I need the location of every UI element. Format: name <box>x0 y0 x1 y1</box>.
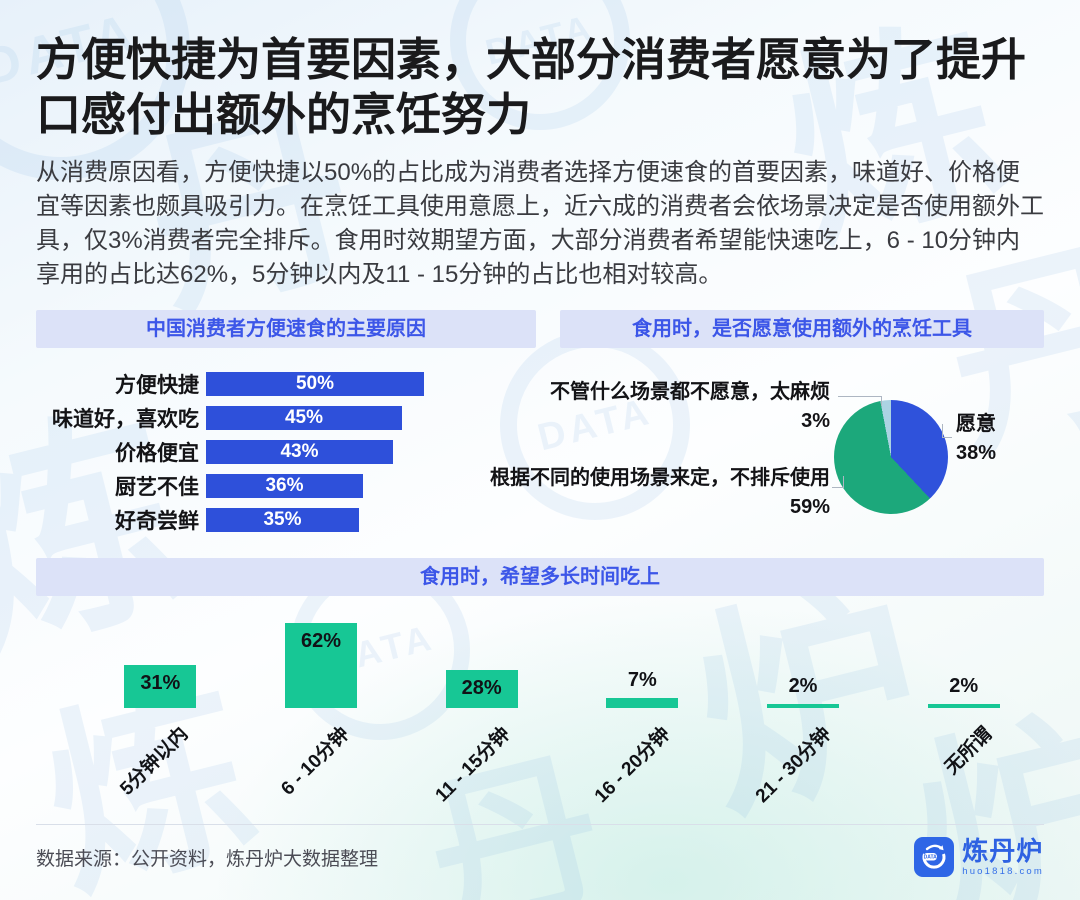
time-axis-label: 11 - 15分钟 <box>431 723 515 807</box>
reason-label: 方便快捷 <box>115 374 199 397</box>
pie-label-willing-text: 愿意 <box>956 413 996 435</box>
time-value: 2% <box>788 675 818 697</box>
time-axis-label: 6 - 10分钟 <box>277 723 354 800</box>
pie-graphic <box>834 400 948 514</box>
tools-chart-title: 食用时，是否愿意使用额外的烹饪工具 <box>560 310 1044 348</box>
reason-row: 方便快捷 50% <box>36 372 536 397</box>
pie-label-unwilling-text: 不管什么场景都不愿意，太麻烦 <box>550 381 830 403</box>
time-col: 7% 16 - 20分钟 <box>562 596 723 824</box>
reasons-bar-chart: 方便快捷 50% 味道好，喜欢吃 45% 价格便宜 43% 厨艺不佳 36% 好奇尝鲜 35% <box>36 372 536 533</box>
reason-label: 好奇尝鲜 <box>115 510 199 533</box>
brand-url: huo1818.com <box>962 865 1044 877</box>
callout-line-depends <box>832 476 844 488</box>
reason-value: 45% <box>284 407 324 428</box>
pie-label-unwilling: 不管什么场景都不愿意，太麻烦 3% <box>550 378 830 436</box>
charts-row: 中国消费者方便速食的主要原因 方便快捷 50% 味道好，喜欢吃 45% 价格便宜 43% 厨… <box>36 310 1044 556</box>
time-bar <box>445 670 518 708</box>
reason-row: 好奇尝鲜 35% <box>36 508 536 533</box>
time-bar <box>606 698 679 708</box>
callout-line-unwilling <box>838 396 882 406</box>
reason-bar: 45% <box>206 406 402 430</box>
reason-value: 35% <box>263 509 302 530</box>
time-col: 31% 5分钟以内 <box>80 596 241 824</box>
time-axis-label: 16 - 20分钟 <box>591 723 675 808</box>
reason-value: 36% <box>265 475 304 496</box>
intro-paragraph: 从消费原因看，方便快捷以50%的占比成为消费者选择方便速食的首要因素，味道好、价… <box>36 159 1044 288</box>
pie-label-depends: 根据不同的使用场景来定，不排斥使用 59% <box>490 464 830 522</box>
data-source-text: 数据来源：公开资料，炼丹炉大数据整理 <box>36 848 379 870</box>
reason-label: 味道好，喜欢吃 <box>52 408 199 431</box>
reason-row: 价格便宜 43% <box>36 440 536 465</box>
reason-row: 厨艺不佳 36% <box>36 474 536 499</box>
page-title: 方便快捷为首要因素，大部分消费者愿意为了提升口感付出额外的烹饪努力 <box>36 34 1027 140</box>
reason-bar: 36% <box>206 474 363 498</box>
time-bar <box>285 623 357 708</box>
reason-value: 50% <box>295 373 335 394</box>
reason-value: 43% <box>280 441 319 462</box>
tools-chart-section: 食用时，是否愿意使用额外的烹饪工具 不管什么场景都不愿意，太麻烦 3% 根据不同… <box>490 310 1044 556</box>
time-bar <box>927 704 1000 708</box>
pie-label-willing: 愿意 38% <box>956 410 996 468</box>
reason-label: 价格便宜 <box>115 442 199 465</box>
reason-bar: 43% <box>206 440 393 464</box>
liandanlu-logo-icon: DATA <box>914 837 955 877</box>
time-value: 62% <box>300 630 342 652</box>
reasons-chart-title: 中国消费者方便速食的主要原因 <box>36 310 536 348</box>
time-value: 7% <box>627 669 657 691</box>
time-axis-label: 无所谓 <box>940 723 997 779</box>
time-bar <box>767 704 840 708</box>
footer-divider <box>36 824 1044 825</box>
reason-bar: 35% <box>206 508 359 532</box>
time-value: 31% <box>140 672 181 694</box>
time-axis-label: 5分钟以内 <box>116 723 193 800</box>
callout-line-willing <box>942 424 952 438</box>
tools-pie-chart: 不管什么场景都不愿意，太麻烦 3% 根据不同的使用场景来定，不排斥使用 59% … <box>490 348 1044 556</box>
reason-row: 味道好，喜欢吃 45% <box>36 406 536 431</box>
pie-label-depends-text: 根据不同的使用场景来定，不排斥使用 <box>490 467 830 489</box>
pie-label-depends-value: 59% <box>789 496 830 518</box>
time-value: 2% <box>949 675 979 697</box>
reasons-chart-section: 中国消费者方便速食的主要原因 方便快捷 50% 味道好，喜欢吃 45% 价格便宜 43% 厨… <box>36 310 536 556</box>
time-col: 2% 21 - 30分钟 <box>723 596 884 824</box>
time-value: 28% <box>461 677 502 699</box>
footer: 数据来源：公开资料，炼丹炉大数据整理 DATA 炼丹炉 huo1818.com <box>36 837 1044 877</box>
pie-label-unwilling-value: 3% <box>801 410 830 432</box>
brand-name: 炼丹炉 <box>962 835 1044 866</box>
time-axis-label: 21 - 30分钟 <box>751 723 836 808</box>
time-chart-title: 食用时，希望多长时间吃上 <box>36 558 1044 596</box>
logo-badge-text: DATA <box>924 855 938 861</box>
time-bar-chart: 31% 5分钟以内 62% 6 - 10分钟 28% 11 - 15分钟 7% 16 - 20… <box>36 596 1044 824</box>
reason-label: 厨艺不佳 <box>115 476 199 499</box>
time-col: 2% 无所谓 <box>883 596 1044 824</box>
time-col: 62% 6 - 10分钟 <box>241 596 402 824</box>
brand-logo: DATA 炼丹炉 huo1818.com <box>914 837 1044 877</box>
pie-label-willing-value: 38% <box>956 442 997 464</box>
time-col: 28% 11 - 15分钟 <box>401 596 562 824</box>
time-bar <box>124 665 197 708</box>
reason-bar: 50% <box>206 372 424 396</box>
